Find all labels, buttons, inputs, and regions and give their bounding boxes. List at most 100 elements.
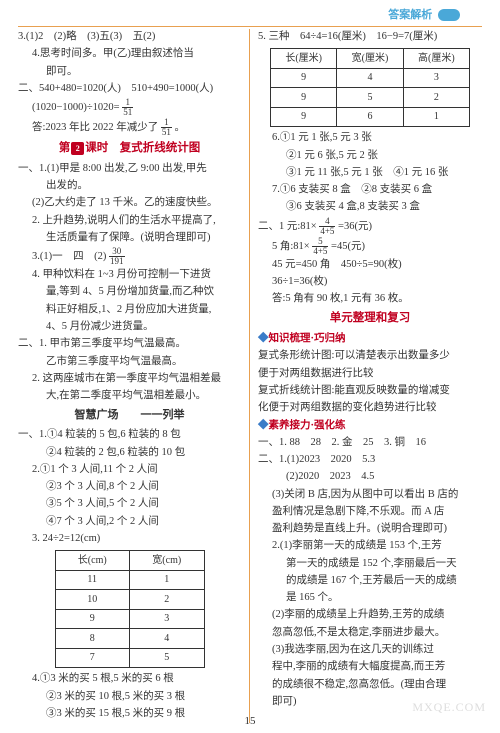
expr: 3.(1)一 四 (2) [32,251,106,262]
table-row: 952 [271,88,470,108]
expr: 5 角:81× [272,241,310,252]
text-line: 复式条形统计图:可以清楚表示出数量多少 [258,348,482,364]
text-line: 料正好相反,1、2 月份应加大进货量, [18,302,241,318]
table-row: 长(厘米)宽(厘米)高(厘米) [271,49,470,69]
text-line: 一、1.①4 粒装的 5 包,6 粒装的 8 包 [18,427,241,443]
text-line: (3)关闭 B 店,因为从图中可以看出 B 店的 [258,487,482,503]
text-line: ②3 个 3 人间,8 个 2 人间 [18,479,241,495]
fraction: 30191 [109,247,125,266]
text-line: ④7 个 3 人间,2 个 2 人间 [18,514,241,530]
text-line: 复式折线统计图:能直观反映数量的增减变 [258,383,482,399]
text-line: ③6 支装买 4 盒,8 支装买 3 盒 [258,199,482,215]
text-line: 一、1. 88 28 2. 金 25 3. 铜 16 [258,435,482,451]
subsection: ◆知识梳理·巧归纳 [258,331,482,347]
text-line: 二、1.(1)2023 2020 5.3 [258,452,482,468]
text-line: (2)李丽的成绩呈上升趋势,王芳的成绩 [258,607,482,623]
text-line: 5 角:81× 54+5 =45(元) [258,237,482,256]
expr: 答:2023 年比 2022 年减少了 [32,122,158,133]
left-column: 3.(1)2 (2)略 (3)五(3) 五(2) 4.思考时间多。甲(乙)理由叙… [18,29,250,723]
box-table: 长(厘米)宽(厘米)高(厘米) 943 952 961 [270,48,470,127]
expr: 二、1 元:81× [258,221,317,232]
header-title: 答案解析 [388,9,432,21]
text-line: 盈利情况是急剧下降,不乐观。而 A 店 [258,504,482,520]
page-header: 答案解析 [0,0,500,26]
text-line: 2.(1)李丽第一天的成绩是 153 个,王芳 [258,538,482,554]
text-line: (3)我选李丽,因为在这几天的训练过 [258,642,482,658]
fraction: 54+5 [312,237,328,256]
text-line: ③5 个 3 人间,5 个 2 人间 [18,496,241,512]
text-line: 盈利趋势是直线上升。(说明合理即可) [258,521,482,537]
expr: (1020−1000)÷1020= [32,102,120,113]
table-row: 84 [55,629,204,649]
table-row: 93 [55,609,204,629]
table-header: 高(厘米) [403,49,469,69]
table-row: 943 [271,68,470,88]
text-line: 45 元=450 角 450÷5=90(枚) [258,257,482,273]
text-line: 4.①3 米的买 5 根,5 米的买 6 根 [18,671,241,687]
text-line: 5. 三种 64÷4=16(厘米) 16−9=7(厘米) [258,29,482,45]
text-line: 的成绩很不稳定,忽高忽低。(理由合理 [258,677,482,693]
header-badge-icon [438,9,460,21]
text-line: 二、540+480=1020(人) 510+490=1000(人) [18,81,241,97]
text-line: 4.思考时间多。甲(乙)理由叙述恰当 [18,46,241,62]
text-line: 3.(1)2 (2)略 (3)五(3) 五(2) [18,29,241,45]
text-line: 7.①6 支装买 8 盒 ②8 支装买 6 盒 [258,182,482,198]
star-icon: ◆ [258,333,269,344]
subsection: ◆素养接力·强化练 [258,418,482,434]
text-line: 36÷1=36(枚) [258,274,482,290]
text-line: 二、1. 甲市第三季度平均气温最高。 [18,336,241,352]
section-title: 智慧广场 一一列举 [18,407,241,424]
text-line: 是 165 个。 [258,590,482,606]
text-line: 忽高忽低,不是太稳定,李丽进步最大。 [258,625,482,641]
watermark: MXQE.COM [412,700,486,715]
table-header: 长(厘米) [271,49,337,69]
table-header: 长(cm) [55,551,130,571]
table-row: 长(cm)宽(cm) [55,551,204,571]
text-line: 6.①1 元 1 张,5 元 3 张 [258,130,482,146]
content-columns: 3.(1)2 (2)略 (3)五(3) 五(2) 4.思考时间多。甲(乙)理由叙… [0,29,500,723]
text-line: 出发的。 [18,178,241,194]
header-divider [18,26,482,27]
table-row: 961 [271,107,470,127]
text-line: 程中,李丽的成绩有大幅度提高,而王芳 [258,659,482,675]
text-line: 2. 这两座城市在第一季度平均气温相差最 [18,371,241,387]
fraction: 151 [161,118,172,137]
expr: 。 [175,122,186,133]
text-line: 3.(1)一 四 (2) 30191 [18,247,241,266]
text-line: ②3 米的买 10 根,5 米的买 3 根 [18,689,241,705]
dimension-table: 长(cm)宽(cm) 111 102 93 84 75 [55,550,205,668]
text-line: (2)乙大约走了 13 千米。乙的速度快些。 [18,195,241,211]
section-title: 单元整理和复习 [258,310,482,328]
page-number: 15 [0,715,500,727]
text-line: 3. 24÷2=12(cm) [18,531,241,547]
text-line: 的成绩是 167 个,王芳最后一天的成绩 [258,573,482,589]
text-line: 答:2023 年比 2022 年减少了 151 。 [18,118,241,137]
text-line: 第一天的成绩是 152 个,李丽最后一天 [258,556,482,572]
text-line: ②1 元 6 张,5 元 2 张 [258,148,482,164]
text-line: 即可。 [18,64,241,80]
text-line: 答:5 角有 90 枚,1 元有 36 枚。 [258,291,482,307]
star-icon: ◆ [258,420,269,431]
table-row: 75 [55,648,204,668]
text-line: 4、5 月份减少进货量。 [18,319,241,335]
expr: =36(元) [338,221,372,232]
text-line: 化便于对两组数据的变化趋势进行比较 [258,400,482,416]
text-line: 2. 上升趋势,说明人们的生活水平提高了, [18,213,241,229]
text-line: 便于对两组数据进行比较 [258,366,482,382]
expr: =45(元) [331,241,365,252]
section-title: 第2课时 复式折线统计图 [18,140,241,158]
text-line: 生活质量有了保障。(说明合理即可) [18,230,241,246]
right-column: 5. 三种 64÷4=16(厘米) 16−9=7(厘米) 长(厘米)宽(厘米)高… [250,29,482,723]
table-row: 111 [55,570,204,590]
table-row: 102 [55,590,204,610]
table-header: 宽(厘米) [337,49,403,69]
text-line: (1020−1000)÷1020= 151 [18,98,241,117]
text-line: 大,在第二季度平均气温相差最小。 [18,388,241,404]
text-line: 二、1 元:81× 44+5 =36(元) [258,217,482,236]
text-line: 量,等到 4、5 月份增加货量,而乙种饮 [18,284,241,300]
text-line: (2)2020 2023 4.5 [258,469,482,485]
lesson-number-icon: 2 [71,142,84,155]
text-line: 2.①1 个 3 人间,11 个 2 人间 [18,462,241,478]
fraction: 151 [122,98,133,117]
text-line: 一、1.(1)甲是 8:00 出发,乙 9:00 出发,甲先 [18,161,241,177]
